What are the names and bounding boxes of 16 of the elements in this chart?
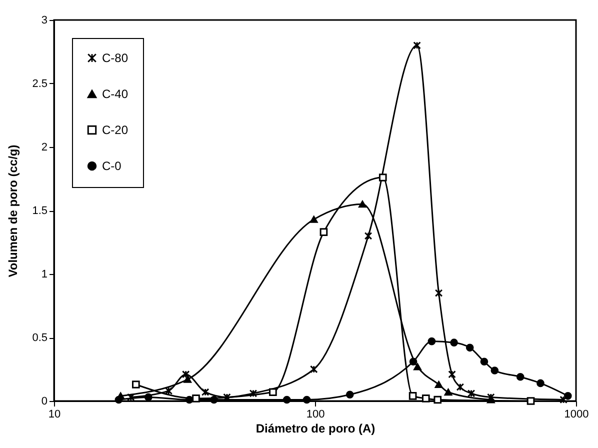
- y-tick-label: 3: [41, 14, 48, 26]
- x-tick-label: 100: [306, 408, 325, 420]
- y-tick-label: 2.5: [32, 78, 48, 90]
- legend-label: C-40: [102, 87, 128, 101]
- y-tick-label: 1: [41, 268, 48, 280]
- y-tick-label: 0: [41, 396, 48, 408]
- x-tick-label: 1000: [564, 408, 589, 420]
- y-tick-label: 2: [41, 142, 48, 154]
- x-tick-label: 10: [48, 408, 61, 420]
- legend-label: C-80: [102, 51, 128, 65]
- legend-label: C-0: [102, 159, 122, 173]
- x-axis-title: Diámetro de poro (A): [256, 422, 376, 436]
- legend-label: C-20: [102, 123, 128, 137]
- y-tick-label: 1.5: [32, 205, 48, 217]
- y-tick-label: 0.5: [32, 332, 48, 344]
- y-axis-title: Volumen de poro (cc/g): [6, 144, 20, 278]
